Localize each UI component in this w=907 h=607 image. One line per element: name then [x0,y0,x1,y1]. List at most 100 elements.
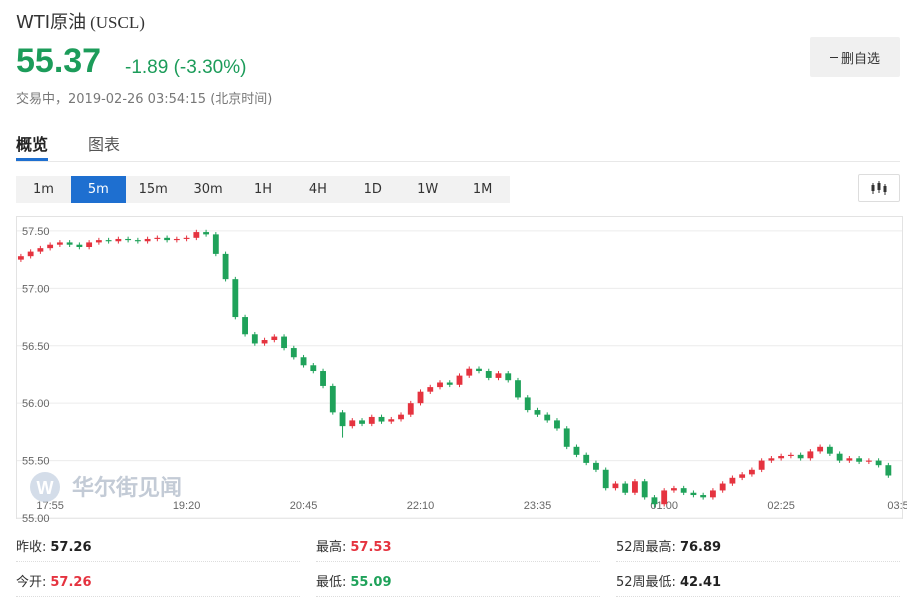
change-percent: (-3.30%) [173,57,247,78]
candle-body [826,446,833,454]
row-separator [16,596,300,597]
candle-body [758,460,765,470]
candle-body [602,469,609,489]
stat-item: 今开: 57.26 [16,571,92,590]
interval-option[interactable]: 1D [363,182,382,197]
button-label: 删自选 [840,51,880,67]
x-tick-label: 03:5 [887,500,907,512]
stat-value: 76.89 [679,540,722,555]
candle-body [320,371,326,386]
interval-option[interactable]: 15m [138,182,168,197]
candle-body [261,340,268,344]
candle-body [339,412,346,427]
interval-option[interactable]: 1M [472,182,493,197]
stat-label: 52周最低: [616,575,676,590]
candle-body [27,251,34,257]
candle-body [310,365,317,372]
y-tick-label: 55.00 [22,513,50,525]
row-separator [316,596,600,597]
candle-body [612,483,619,489]
watermark-logo [30,472,60,502]
stat-item: 52周最高: 76.89 [616,536,721,555]
candle-body [787,454,794,456]
chart-type-button[interactable] [858,174,900,202]
stat-value: 42.41 [679,575,722,590]
stat-label: 最低: [316,575,347,590]
row-separator [616,596,900,597]
interval-option[interactable]: 4H [308,182,327,197]
candle-body [173,238,180,241]
candle-body [407,403,414,415]
watermark-logo-letter: W [37,478,54,498]
candle-body [865,460,872,462]
stat-label: 52周最高: [616,540,676,555]
candle-body [56,242,63,245]
candle-body [37,248,44,252]
candle-body [271,336,278,341]
candle-body [680,488,687,493]
x-tick-label: 17:55 [36,500,64,512]
candle-body [105,240,112,242]
candle-body [290,348,297,358]
x-tick-label: 23:35 [524,500,552,512]
chart-frame [16,216,903,519]
last-price: 55.37 [16,42,102,80]
candle-body [690,492,697,496]
candle-body [797,454,804,459]
candle-body [17,256,24,260]
candle-body [134,240,141,242]
candle-body [739,474,746,478]
chart: 55.00 55.50 56.00 56.50 57.00 57.50 17:55 19:20… [16,216,907,525]
y-tick-label: 56.50 [22,341,50,353]
candle-body [203,232,210,235]
tab[interactable]: 概览 [16,135,49,154]
candle-body [427,387,434,392]
tab[interactable]: 图表 [88,135,121,154]
candle-body [661,490,668,505]
stat-label: 昨收: [16,540,47,555]
candle-icon [871,181,887,195]
candle-body [368,416,375,424]
candle-body [456,375,463,385]
candle-body [524,397,531,411]
stat-item: 52周最低: 42.41 [616,571,721,590]
stat-item: 最高: 57.53 [316,536,392,555]
candle-body [66,242,73,245]
candle-body [700,495,707,498]
remove-watchlist-button[interactable]: 删自选 [810,37,900,77]
candle-body [95,240,102,243]
active-tab-indicator [16,158,48,161]
x-tick-label: 02:25 [767,500,795,512]
candle-body [856,458,863,462]
interval-option[interactable]: 1W [417,182,439,197]
interval-option[interactable]: 1m [32,182,54,197]
candle-body [836,453,843,461]
candle-body [222,253,229,280]
interval-option[interactable]: 30m [193,182,223,197]
candle-body [446,382,453,385]
interval-option[interactable]: 5m [70,176,126,203]
change-value: -1.89 [125,57,169,78]
x-tick-label: 19:20 [173,500,201,512]
stat-value: 57.26 [50,540,92,555]
candle-body [251,334,258,344]
y-tick-label: 56.00 [22,398,50,410]
candle-body [378,416,385,422]
candle-body [632,481,638,493]
candle-body [768,458,775,461]
candle-body [329,385,336,413]
candle-body [709,490,716,498]
candle-body [622,483,629,493]
candle-body [875,460,882,466]
candle-body [476,368,482,372]
row-separator [16,561,300,562]
interval-bar: 1m 5m 15m 30m 1H 4H 1D 1W 1M [16,176,510,203]
candle-body [242,317,248,335]
trade-status: 交易中，2019-02-26 03:54:15 (北京时间) [16,92,273,107]
stat-item: 最低: 55.09 [316,571,392,590]
stat-value: 55.09 [350,575,392,590]
candle-body [47,244,54,249]
stat-value: 57.26 [50,575,92,590]
interval-option[interactable]: 1H [253,182,273,197]
